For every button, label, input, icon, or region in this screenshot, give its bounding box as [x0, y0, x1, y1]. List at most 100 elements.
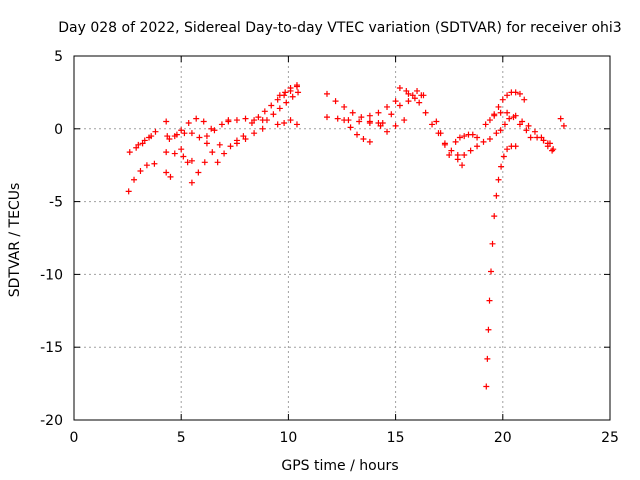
data-point [482, 121, 489, 128]
data-point [274, 96, 281, 103]
data-point [403, 87, 410, 94]
data-point [392, 98, 399, 105]
data-point [242, 135, 249, 142]
data-point [167, 173, 174, 180]
data-point [188, 179, 195, 186]
series-track-30 [454, 156, 466, 169]
data-point [211, 127, 218, 134]
data-point [401, 117, 408, 124]
y-axis-label: SDTVAR / TECUs [7, 183, 23, 298]
series-track-31 [461, 135, 493, 159]
data-point [550, 146, 557, 153]
data-point [268, 102, 275, 109]
data-point [195, 169, 202, 176]
series-track-07 [163, 149, 195, 164]
data-point [178, 127, 185, 134]
data-point [135, 141, 142, 148]
data-point [384, 103, 391, 110]
data-point [525, 122, 532, 129]
data-point [480, 138, 487, 145]
data-point [261, 108, 268, 115]
data-point [521, 96, 528, 103]
series-track-02 [126, 128, 159, 156]
data-point [227, 143, 234, 150]
data-point [493, 192, 500, 199]
data-point [504, 146, 511, 153]
data-point [488, 268, 495, 275]
data-point [152, 128, 159, 135]
data-point [293, 82, 300, 89]
series-track-29 [452, 131, 481, 145]
data-point [356, 118, 363, 125]
data-point [332, 98, 339, 105]
data-point [203, 140, 210, 147]
plot-frame [73, 55, 611, 421]
series-track-10 [188, 141, 223, 186]
data-point [178, 146, 185, 153]
data-point [171, 133, 178, 140]
data-point [512, 89, 519, 96]
data-point [388, 111, 395, 118]
data-point [263, 117, 270, 124]
data-point [512, 143, 519, 150]
data-point [433, 118, 440, 125]
data-point [341, 103, 348, 110]
data-point [196, 134, 203, 141]
data-point [151, 160, 158, 167]
data-point [125, 188, 132, 195]
data-point [392, 122, 399, 129]
series-track-24 [384, 117, 408, 135]
data-point [354, 131, 361, 138]
series-track-14 [233, 125, 266, 147]
data-point [148, 133, 155, 140]
x-tick-label: 5 [177, 430, 186, 446]
data-point [396, 85, 403, 92]
series-track-28 [441, 140, 461, 159]
data-point [166, 135, 173, 142]
data-point [276, 92, 283, 99]
chart-title: Day 028 of 2022, Sidereal Day-to-day VTE… [58, 20, 621, 36]
data-point [200, 118, 207, 125]
series-track-21 [341, 117, 373, 145]
data-point [527, 134, 534, 141]
data-point [452, 138, 459, 145]
series-track-05 [163, 169, 174, 180]
series-track-03 [135, 133, 155, 148]
series-track-35 [527, 134, 553, 147]
data-point [557, 115, 564, 122]
data-point [411, 95, 418, 102]
data-point [341, 117, 348, 124]
data-point [499, 96, 506, 103]
data-point [414, 87, 421, 94]
x-tick-label: 10 [279, 430, 297, 446]
data-point [293, 121, 300, 128]
data-point [491, 112, 498, 119]
data-point [441, 140, 448, 147]
series-track-36 [540, 137, 556, 154]
data-point [276, 105, 283, 112]
data-point [448, 147, 455, 154]
data-point [216, 141, 223, 148]
data-point [512, 112, 519, 119]
data-point [498, 163, 505, 170]
data-point [469, 131, 476, 138]
data-point [203, 133, 210, 140]
data-point [474, 134, 481, 141]
data-point [504, 92, 511, 99]
series-track-01 [125, 160, 158, 195]
data-point [454, 156, 461, 163]
grid [74, 56, 610, 420]
data-point [233, 140, 240, 147]
data-point [323, 114, 330, 121]
data-point [137, 168, 144, 175]
data-point [171, 150, 178, 157]
data-point [497, 127, 504, 134]
data-point [185, 119, 192, 126]
data-point [384, 128, 391, 135]
series-track-32 [482, 89, 528, 128]
data-point [366, 112, 373, 119]
data-point [467, 147, 474, 154]
data-point [422, 109, 429, 116]
data-point [255, 114, 262, 121]
